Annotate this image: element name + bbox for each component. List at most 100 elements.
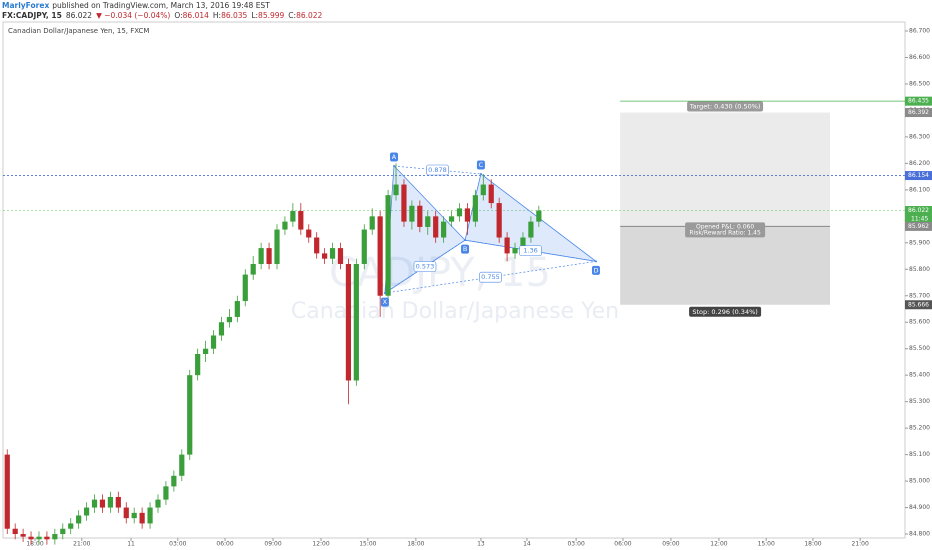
pattern-leg	[384, 260, 597, 294]
x-tick-label: 06:00	[216, 541, 233, 548]
y-tick-label: 85.400	[909, 372, 930, 379]
candle-body	[210, 335, 217, 349]
countdown: 11:45	[911, 216, 928, 223]
y-tick-label: 84.900	[909, 504, 930, 511]
ohlc-value: 86.035	[221, 11, 248, 20]
x-tick-label: 03:00	[169, 541, 186, 548]
watermark: Canadian Dollar/Japanese Yen	[291, 299, 619, 324]
candle-body	[456, 208, 463, 217]
candle-body	[242, 274, 248, 302]
ohlc-label: H:	[212, 11, 222, 20]
candle-body	[107, 496, 113, 508]
candle-body	[298, 211, 304, 230]
candle-body	[393, 184, 399, 196]
point-label: X	[383, 298, 388, 306]
ohlc-value: 86.014	[182, 11, 209, 20]
candle-body	[250, 263, 256, 275]
candle-body	[417, 205, 423, 227]
candle-body	[187, 375, 193, 455]
price-badge-label: 86.022	[908, 207, 929, 214]
candle-body	[115, 496, 121, 508]
candle-body	[290, 211, 296, 222]
candle-body	[99, 499, 106, 508]
candle-body	[155, 499, 161, 508]
pattern-point	[393, 165, 396, 168]
price-badge	[905, 300, 932, 310]
candle-body	[52, 534, 58, 540]
last: 86.022	[65, 11, 93, 20]
ratio-bg	[426, 164, 449, 176]
candle-body	[4, 454, 10, 529]
y-tick-label: 85.900	[909, 239, 930, 246]
candle-body	[409, 205, 415, 222]
ohlc: O:86.014 H:86.035 L:85.999 C:86.022	[174, 11, 326, 20]
x-tick-label: 09:00	[662, 541, 679, 548]
countdown-bg	[905, 215, 932, 224]
author[interactable]: MarlyForex	[2, 1, 50, 10]
candle-body	[361, 229, 367, 264]
candle-body	[123, 507, 129, 519]
candle-body	[385, 195, 391, 296]
x-tick-label: 14	[523, 541, 531, 548]
symbol: FX:CADJPY, 15	[2, 11, 62, 20]
candle-body	[60, 528, 66, 535]
price-badge-label: 85.666	[908, 301, 929, 308]
x-tick-label: 12:00	[710, 541, 727, 548]
candle-body	[314, 237, 320, 254]
candle-body	[218, 322, 225, 336]
x-tick-label: 03:00	[567, 541, 584, 548]
y-tick-label: 86.300	[909, 133, 930, 140]
price-badge	[905, 108, 932, 118]
stop-zone	[620, 226, 831, 305]
candle-body	[76, 515, 82, 524]
candle-body	[425, 216, 431, 227]
y-tick-label: 85.000	[909, 478, 930, 485]
candle-body	[345, 263, 352, 381]
y-tick-label: 85.100	[909, 451, 930, 458]
stop-label-bg	[689, 306, 762, 317]
ratio-bg	[413, 261, 437, 272]
x-tick-label: 11	[127, 541, 135, 548]
candle-body	[401, 184, 407, 222]
candle-body	[266, 248, 272, 264]
candle-body	[472, 195, 478, 222]
price-badge-label: 86.154	[908, 172, 929, 179]
candle-body	[68, 523, 74, 529]
ratio-label: 0.573	[416, 263, 435, 271]
ohlc-label: L:	[251, 11, 259, 20]
ohlc-label: O:	[174, 11, 183, 20]
y-tick-label: 86.700	[909, 28, 930, 35]
point-bg	[476, 160, 485, 170]
target-zone	[620, 112, 831, 227]
candle-body	[433, 216, 439, 238]
x-tick-label: 06:00	[614, 541, 631, 548]
candle-body	[369, 216, 375, 230]
candle-body	[282, 221, 288, 230]
quote-line: FX:CADJPY, 15 86.022 ▼ −0.034 (−0.04%) O:86…	[2, 11, 326, 21]
pnl-label: Opened P&L: 0.060	[696, 223, 754, 230]
price-badge	[905, 206, 932, 216]
stop-label: Stop: 0.296 (0.34%)	[692, 308, 757, 316]
candle-body	[147, 507, 153, 524]
y-tick-label: 84.800	[909, 531, 930, 538]
pattern-point	[479, 172, 482, 175]
candle-body	[226, 316, 233, 323]
point-bg	[461, 244, 470, 254]
pattern-point	[594, 260, 597, 263]
ohlc-value: 85.999	[258, 11, 285, 20]
x-tick-label: 09:00	[264, 541, 281, 548]
candle-body	[139, 512, 145, 524]
candle-body	[202, 348, 209, 354]
header: MarlyForex published on TradingView.com, …	[2, 1, 326, 21]
candle-body	[488, 184, 494, 204]
y-tick-label: 85.200	[909, 425, 930, 432]
candle-body	[464, 208, 471, 222]
candle-body	[28, 536, 34, 540]
y-tick-label: 85.500	[909, 345, 930, 352]
candle-body	[322, 253, 328, 259]
pattern-point	[464, 239, 467, 242]
pnl-bg	[685, 222, 766, 238]
y-tick-label: 86.600	[909, 54, 930, 61]
x-tick-label: 13	[477, 541, 485, 548]
candle-body	[504, 237, 510, 254]
